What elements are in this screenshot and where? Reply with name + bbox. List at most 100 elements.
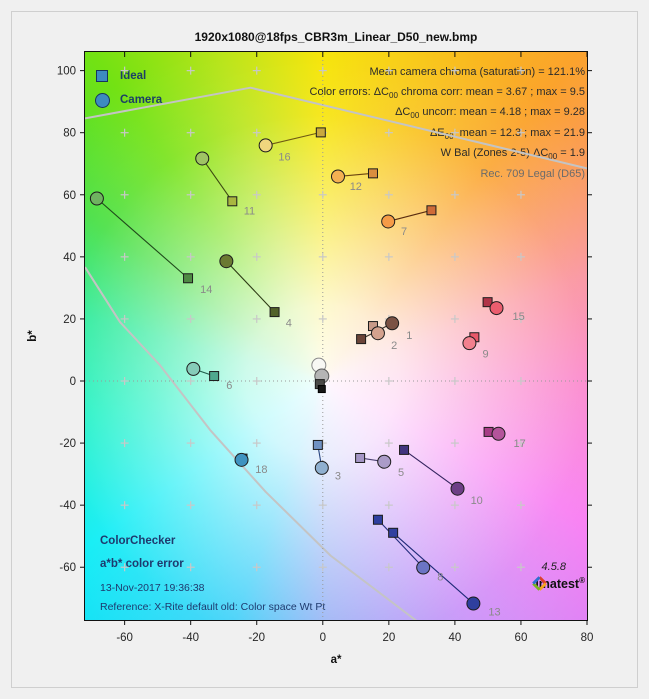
camera-marker-18 xyxy=(234,452,249,467)
ideal-marker-1 xyxy=(356,334,367,345)
legend-item-camera: Camera xyxy=(94,88,162,112)
x-tick-label: 20 xyxy=(382,632,395,644)
y-tick-label: -60 xyxy=(59,562,76,574)
camera-marker-4 xyxy=(219,254,234,269)
annotation-line: W Bal (Zones 2-5) ΔC00 = 1.9 xyxy=(440,147,585,161)
y-tick-label: 40 xyxy=(63,252,76,264)
camera-marker-5 xyxy=(377,454,392,469)
camera-marker-7 xyxy=(381,214,396,229)
patch-label-15: 15 xyxy=(513,311,525,323)
annotation-line: Color errors: ΔC00 chroma corr: mean = 3… xyxy=(309,85,585,100)
figure-border xyxy=(11,11,638,688)
x-tick-label: 0 xyxy=(320,632,326,644)
camera-marker-8 xyxy=(416,560,431,575)
patch-label-17: 17 xyxy=(514,438,526,450)
patch-label-13: 13 xyxy=(488,607,500,619)
x-tick-label: 80 xyxy=(581,632,594,644)
legend-label-camera: Camera xyxy=(120,94,163,106)
ideal-marker-15 xyxy=(482,297,493,308)
camera-marker-10 xyxy=(450,481,465,496)
y-tick-label: 0 xyxy=(70,376,76,388)
imatest-logo-icon xyxy=(532,576,548,591)
y-tick-label: -40 xyxy=(59,500,76,512)
ideal-marker-14 xyxy=(183,273,194,284)
camera-marker-16 xyxy=(258,138,273,153)
patch-label-4: 4 xyxy=(286,317,292,329)
footer-datetime: 13-Nov-2017 19:36:38 xyxy=(100,582,205,594)
camera-marker-3 xyxy=(314,460,329,475)
plot-legend: Ideal Camera xyxy=(94,64,162,112)
camera-marker-11 xyxy=(195,151,210,166)
camera-marker-15 xyxy=(489,301,504,316)
ideal-marker-4 xyxy=(269,307,280,318)
tick-marks xyxy=(80,52,592,625)
x-tick-label: -60 xyxy=(116,632,133,644)
patch-error-lines xyxy=(96,131,499,604)
ideal-marker-5 xyxy=(355,452,366,463)
legend-label-ideal: Ideal xyxy=(120,70,147,82)
patch-label-11: 11 xyxy=(244,205,255,217)
annotation-line: Mean camera chroma (saturation) = 121.1% xyxy=(369,66,585,78)
patch-label-10: 10 xyxy=(471,495,483,507)
rec709-gamut-boundary xyxy=(85,86,587,620)
y-tick-label: 100 xyxy=(57,66,76,78)
annotation-line: Rec. 709 Legal (D65) xyxy=(480,167,585,180)
axis-tick-labels: -60 -40 -20 0 20 40 60 80 100 80 60 40 20 0 -20 -40 -60 xyxy=(57,66,594,644)
patch-label-5: 5 xyxy=(398,467,404,479)
camera-marker-6 xyxy=(186,361,201,376)
white-balance-markers xyxy=(311,357,330,394)
ab-gamut-background xyxy=(85,52,587,620)
ideal-marker-13 xyxy=(388,527,399,538)
camera-circle-markers xyxy=(89,138,506,611)
patch-label-7: 7 xyxy=(401,226,407,238)
footer-reference: Reference: X-Rite default old: Color spa… xyxy=(100,601,326,613)
ideal-marker-8 xyxy=(372,514,383,525)
y-axis-label: b* xyxy=(27,330,39,342)
patch-label-9: 9 xyxy=(483,348,489,360)
version-number: 4.5.8 xyxy=(541,561,566,573)
camera-marker-9 xyxy=(462,336,477,351)
patch-label-14: 14 xyxy=(200,284,212,296)
camera-marker-14 xyxy=(89,191,104,206)
patch-label-3: 3 xyxy=(335,471,341,483)
brand-name: imatest® xyxy=(535,576,585,592)
camera-marker-13 xyxy=(466,596,481,611)
y-tick-label: 60 xyxy=(63,190,76,202)
legend-item-ideal: Ideal xyxy=(94,64,162,88)
patch-label-8: 8 xyxy=(437,572,443,584)
camera-marker-17 xyxy=(491,426,506,441)
ideal-marker-12 xyxy=(367,168,378,179)
chart-title: 1920x1080@18fps_CBR3m_Linear_D50_new.bmp xyxy=(194,30,478,44)
ideal-marker-16 xyxy=(315,127,326,138)
annotation-line: ΔC00 uncorr: mean = 4.18 ; max = 9.28 xyxy=(395,106,585,120)
patch-label-2: 2 xyxy=(391,340,397,352)
y-tick-label: -20 xyxy=(59,438,76,450)
grid-plus-markers xyxy=(120,66,525,572)
patch-label-1: 1 xyxy=(406,330,412,342)
y-tick-label: 80 xyxy=(63,128,76,140)
imatest-brand: imatest® xyxy=(532,576,585,591)
x-axis-label: a* xyxy=(331,654,342,666)
x-tick-label: 60 xyxy=(515,632,528,644)
camera-marker-12 xyxy=(330,169,345,184)
ideal-square-icon xyxy=(94,70,110,82)
camera-circle-icon xyxy=(94,92,110,108)
x-tick-label: -20 xyxy=(248,632,265,644)
camera-marker-2 xyxy=(370,326,385,341)
y-tick-label: 20 xyxy=(63,314,76,326)
camera-marker-1 xyxy=(385,316,400,331)
patch-label-12: 12 xyxy=(350,181,362,193)
registered-mark: ® xyxy=(579,576,585,585)
ideal-marker-10 xyxy=(399,444,410,455)
patch-label-16: 16 xyxy=(278,151,290,163)
zero-axis-lines xyxy=(85,52,587,620)
ideal-marker-11 xyxy=(227,196,238,207)
footer-title: ColorChecker xyxy=(100,535,176,547)
x-tick-label: 40 xyxy=(448,632,461,644)
x-tick-label: -40 xyxy=(182,632,199,644)
patch-label-6: 6 xyxy=(226,380,232,392)
